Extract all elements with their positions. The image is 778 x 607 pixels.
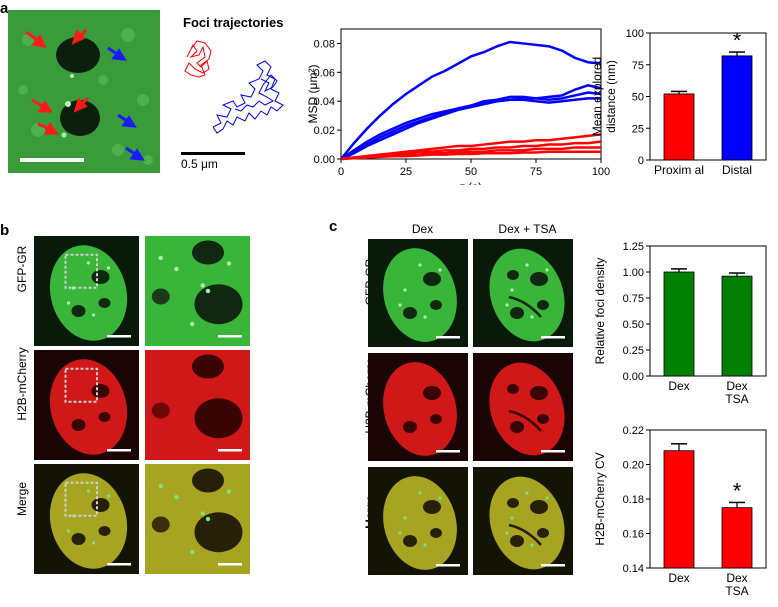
foci-bar-1 [721, 275, 753, 377]
trajectory-distal [212, 60, 284, 134]
scale-bar-trajectories [181, 152, 245, 155]
explored-ylabel: distance (nm) [604, 60, 618, 133]
cv-category-label-1: Dex [726, 571, 747, 585]
msd-xlabel: τ (s) [460, 180, 482, 185]
foci-category-label-1: TSA [725, 392, 748, 406]
foci-ytick-label: 1.00 [623, 267, 644, 279]
b-micrograph-merge-zoom [145, 464, 250, 574]
foci-ylabel: Relative foci density [593, 258, 607, 365]
msd-ytick-label: 0.04 [314, 96, 335, 108]
msd-ytick-label: 0.06 [314, 67, 335, 79]
trajectories-title: Foci trajectories [183, 15, 284, 30]
foci-ytick-label: 1.25 [623, 241, 644, 253]
msd-xtick-label: 0 [338, 166, 344, 178]
c-micrograph-gfp-dex [368, 239, 468, 347]
foci-ytick-label: 0.25 [623, 345, 644, 357]
explored-ylabel: Mean explored [590, 57, 604, 136]
explored-bar-1 [721, 55, 753, 161]
b-micrograph-gfp-zoom [145, 236, 250, 346]
msd-xtick-label: 75 [530, 166, 542, 178]
c-micrograph-mch-dex [368, 353, 468, 461]
cv-category-label-0: Dex [668, 571, 689, 585]
explored-ytick-label: 75 [632, 60, 644, 72]
trajectory-proximal [184, 40, 212, 78]
msd-xtick-label: 50 [465, 166, 477, 178]
b-row-label-mcherry: H2B-mCherry [15, 347, 29, 421]
cv-bar-0 [663, 450, 695, 569]
c-col-label-dex: Dex [411, 222, 434, 236]
msd-ytick-label: 0.08 [314, 38, 335, 50]
foci-ytick-label: 0.00 [623, 371, 644, 383]
foci-ytick-label: 0.75 [623, 293, 644, 305]
cv-bar-1 [721, 507, 753, 569]
scale-bar-label: 0.5 μm [181, 157, 218, 171]
msd-series-0 [340, 40, 602, 160]
foci-category-label-0: Dex [668, 379, 689, 393]
cv-significance-star: * [733, 478, 742, 503]
explored-bar-0 [663, 93, 695, 161]
c-micrograph-gfp-dex-tsa [473, 239, 573, 347]
cv-ytick-label: 0.22 [623, 425, 644, 437]
b-row-label-merge: Merge [15, 482, 29, 517]
explored-distance-chart: 0 25 50 75 100 Proxim al Distal * Mean explored d… [590, 28, 767, 177]
cv-ylabel: H2B-mCherry CV [593, 452, 607, 545]
msd-series-2 [340, 91, 602, 161]
explored-ytick-label: 25 [632, 123, 644, 135]
explored-ytick-label: 0 [638, 155, 644, 167]
msd-series-5 [340, 140, 602, 161]
msd-ytick-label: 0.02 [314, 125, 335, 137]
panel-label-b: b [0, 222, 10, 239]
explored-category-label-1: Distal [722, 163, 752, 177]
cv-category-label-1: TSA [725, 584, 748, 598]
explored-ytick-label: 50 [632, 92, 644, 104]
b-micrograph-mch-zoom [145, 350, 250, 460]
b-micrograph-mch-cell [34, 350, 139, 460]
micrograph-foci-arrows [8, 10, 160, 173]
msd-chart: 0.00 0.02 0.04 0.06 0.08 0 25 50 75 100 τ (s) MSD (… [306, 28, 610, 185]
explored-category-label-0: Proxim al [654, 163, 704, 177]
panel-label-c: c [329, 218, 338, 235]
c-micrograph-merge-dex [368, 467, 468, 575]
cv-ytick-label: 0.18 [623, 494, 644, 506]
msd-series-3 [340, 97, 601, 161]
msd-ylabel: MSD (μm²) [306, 65, 320, 124]
c-micrograph-merge-dex-tsa [473, 467, 573, 575]
explored-significance-star: * [733, 28, 742, 53]
c-col-label-dex-tsa: Dex + TSA [498, 222, 557, 236]
foci-frame [649, 245, 767, 377]
b-row-label-gfp: GFP-GR [15, 245, 29, 293]
foci-category-label-1: Dex [726, 379, 747, 393]
c-micrograph-mch-dex-tsa [473, 353, 573, 461]
msd-ytick-label: 0.00 [314, 154, 335, 166]
msd-series-7 [340, 150, 601, 161]
trajectories-plot [184, 40, 284, 134]
foci-ytick-label: 0.50 [623, 319, 644, 331]
explored-ytick-label: 100 [626, 28, 644, 40]
cv-ytick-label: 0.16 [623, 529, 644, 541]
msd-xtick-label: 100 [592, 166, 610, 178]
panel-label-a: a [0, 0, 9, 17]
b-micrograph-merge-cell [34, 464, 139, 574]
msd-xtick-label: 25 [400, 166, 412, 178]
b-micrograph-gfp-cell [34, 236, 139, 346]
cv-ytick-label: 0.14 [623, 563, 644, 575]
foci-bar-0 [663, 271, 695, 377]
cv-ytick-label: 0.20 [623, 460, 644, 472]
